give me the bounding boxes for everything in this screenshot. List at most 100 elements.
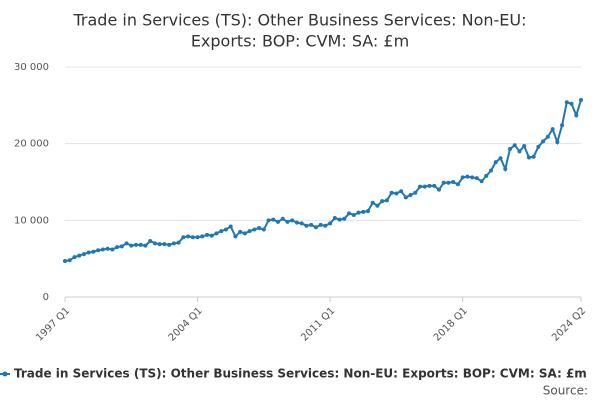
point [167, 242, 172, 247]
point [304, 223, 309, 228]
point [86, 250, 91, 255]
point [503, 166, 508, 171]
point [280, 216, 285, 221]
point [223, 227, 228, 232]
point [257, 226, 262, 230]
point [271, 217, 276, 222]
point [531, 154, 536, 159]
point [342, 216, 347, 221]
point [347, 211, 352, 216]
point [427, 183, 432, 188]
point [205, 232, 210, 237]
point [143, 243, 148, 248]
point [290, 218, 295, 223]
y-tick-label: 0 [43, 292, 49, 303]
point [247, 229, 252, 234]
point [81, 252, 86, 257]
point [110, 247, 115, 252]
x-tick-label: 2011 Q1 [299, 305, 337, 343]
point [555, 140, 560, 145]
point [152, 241, 157, 246]
point [195, 235, 200, 240]
point [124, 241, 129, 246]
point [560, 123, 565, 128]
point [526, 155, 531, 160]
point [493, 160, 498, 165]
point [162, 242, 167, 247]
point [432, 183, 437, 188]
point [441, 180, 446, 185]
point [148, 239, 153, 244]
point [313, 225, 318, 230]
chart-title: Exports: BOP: CVM: SA: £m [191, 32, 409, 51]
point [451, 180, 456, 184]
point [569, 101, 574, 106]
point [465, 174, 470, 179]
x-tick-label: 2024 Q2 [550, 305, 588, 343]
point [318, 222, 323, 227]
point [105, 246, 110, 251]
point [77, 253, 82, 258]
point [337, 217, 342, 222]
point [186, 234, 191, 239]
point [370, 200, 375, 205]
point [261, 227, 266, 232]
point [228, 224, 233, 229]
point [67, 258, 72, 263]
point [72, 255, 77, 260]
point [209, 233, 214, 238]
point [356, 210, 361, 215]
series-line [64, 99, 582, 262]
point [550, 127, 555, 132]
point [309, 222, 314, 227]
y-tick-label: 30 000 [14, 62, 49, 73]
point [418, 184, 423, 189]
point [294, 220, 299, 225]
point [536, 144, 541, 149]
legend-label: Trade in Services (TS): Other Business S… [14, 367, 587, 381]
point [564, 100, 569, 105]
point [190, 235, 195, 240]
y-tick-label: 20 000 [14, 139, 49, 150]
point [375, 203, 380, 208]
point [460, 175, 465, 180]
point [266, 218, 271, 223]
point [351, 212, 356, 217]
point [233, 234, 238, 239]
point [579, 97, 583, 102]
point [200, 234, 205, 239]
point [138, 242, 143, 247]
point [361, 209, 366, 214]
point [100, 247, 105, 252]
point [181, 235, 186, 240]
y-tick-label: 10 000 [14, 215, 49, 226]
point [252, 227, 257, 232]
point [474, 176, 479, 181]
point [446, 180, 451, 185]
point [512, 143, 517, 148]
point [323, 223, 328, 228]
point [238, 229, 243, 234]
point [489, 168, 494, 173]
point [63, 258, 67, 263]
point [384, 198, 389, 203]
point [403, 195, 408, 200]
point [242, 231, 247, 236]
point [91, 249, 96, 254]
point [365, 209, 370, 214]
point [380, 199, 385, 204]
x-tick-label: 2018 Q1 [432, 305, 470, 343]
x-tick-label: 2004 Q1 [167, 305, 205, 343]
point [276, 219, 281, 224]
point [408, 193, 413, 198]
point [479, 179, 484, 184]
point [517, 149, 522, 154]
point [522, 143, 527, 148]
point [171, 241, 176, 246]
point [484, 173, 489, 178]
point [507, 147, 512, 152]
point [394, 191, 399, 196]
point [422, 184, 427, 189]
point [413, 190, 418, 195]
point [436, 187, 441, 192]
